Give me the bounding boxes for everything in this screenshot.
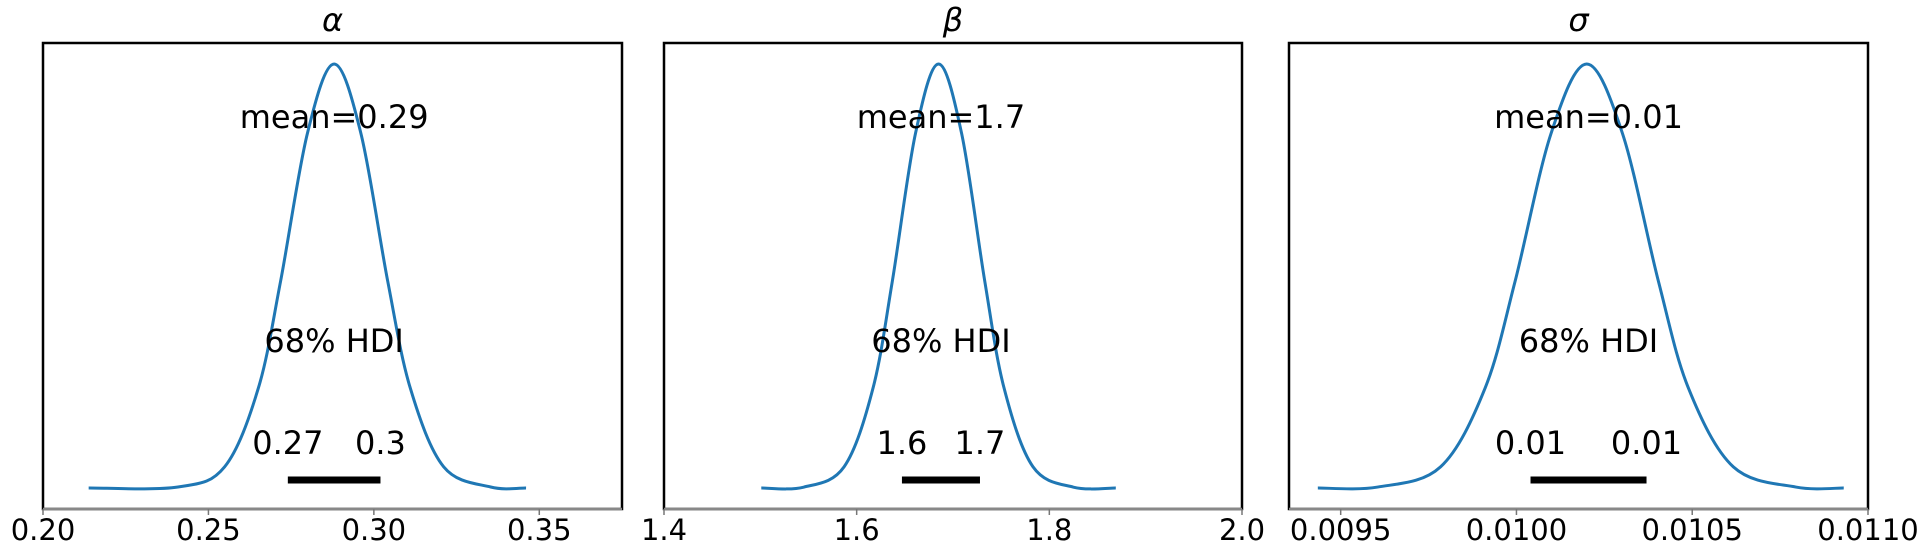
density-curve [88, 62, 527, 491]
x-tick-label: 0.30 [342, 513, 407, 547]
x-tick-label: 0.20 [11, 513, 76, 547]
x-tick-label: 1.8 [1026, 513, 1072, 547]
panel-title: β [942, 1, 963, 39]
density-curve [761, 62, 1116, 491]
x-tick-label: 0.0105 [1641, 513, 1742, 547]
hdi-high-label: 1.7 [955, 424, 1006, 462]
x-tick-label: 0.25 [176, 513, 241, 547]
panel-title: σ [1568, 1, 1590, 39]
x-tick-label: 0.0100 [1466, 513, 1567, 547]
hdi-low-label: 1.6 [876, 424, 927, 462]
panel-title: α [322, 1, 343, 39]
mean-label: mean=1.7 [857, 98, 1025, 136]
mean-label: mean=0.01 [1494, 98, 1683, 136]
x-tick-label: 2.0 [1219, 513, 1265, 547]
hdi-high-label: 0.01 [1611, 424, 1682, 462]
x-tick-label: 1.4 [641, 513, 687, 547]
hdi-label: 68% HDI [264, 322, 403, 360]
x-tick-label: 1.6 [834, 513, 880, 547]
hdi-label: 68% HDI [871, 322, 1010, 360]
hdi-low-label: 0.01 [1495, 424, 1566, 462]
hdi-low-label: 0.27 [252, 424, 323, 462]
hdi-label: 68% HDI [1519, 322, 1658, 360]
x-tick-label: 0.0095 [1290, 513, 1391, 547]
x-tick-label: 0.35 [507, 513, 572, 547]
hdi-high-label: 0.3 [355, 424, 406, 462]
mean-label: mean=0.29 [240, 98, 429, 136]
density-curve [1317, 62, 1844, 491]
x-tick-label: 0.0110 [1817, 513, 1918, 547]
